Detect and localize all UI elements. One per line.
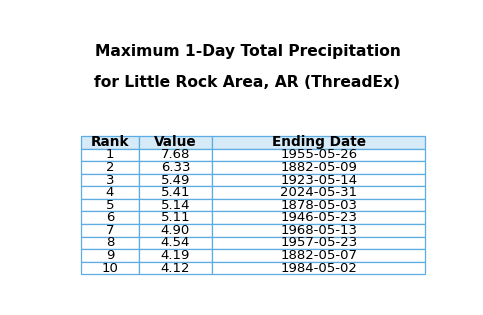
- Bar: [81, 262, 139, 274]
- Bar: [81, 224, 139, 237]
- Bar: [81, 149, 139, 161]
- Bar: [81, 249, 139, 262]
- Text: 2: 2: [106, 161, 114, 174]
- Text: 5: 5: [106, 199, 114, 212]
- Text: 2024-05-31: 2024-05-31: [280, 186, 357, 199]
- Text: 9: 9: [106, 249, 114, 262]
- Text: for Little Rock Area, AR (ThreadEx): for Little Rock Area, AR (ThreadEx): [95, 75, 400, 90]
- Text: 5.11: 5.11: [161, 211, 190, 224]
- Text: 5.14: 5.14: [161, 199, 190, 212]
- Text: 4.54: 4.54: [161, 236, 190, 249]
- Text: 10: 10: [101, 261, 118, 274]
- Text: 4.12: 4.12: [161, 261, 190, 274]
- Text: 1968-05-13: 1968-05-13: [280, 224, 357, 237]
- Bar: [139, 174, 212, 186]
- Bar: [212, 262, 426, 274]
- Bar: [139, 211, 212, 224]
- Text: 4.90: 4.90: [161, 224, 190, 237]
- Text: 4: 4: [106, 186, 114, 199]
- Bar: [139, 237, 212, 249]
- Text: 4.19: 4.19: [161, 249, 190, 262]
- Bar: [139, 262, 212, 274]
- Text: 1882-05-07: 1882-05-07: [280, 249, 357, 262]
- Text: Value: Value: [154, 135, 197, 149]
- Text: Maximum 1-Day Total Precipitation: Maximum 1-Day Total Precipitation: [95, 44, 400, 59]
- Bar: [212, 211, 426, 224]
- Bar: [139, 224, 212, 237]
- Bar: [81, 174, 139, 186]
- Bar: [139, 161, 212, 174]
- Text: Ending Date: Ending Date: [272, 135, 366, 149]
- Bar: [139, 199, 212, 211]
- Text: 1955-05-26: 1955-05-26: [280, 148, 357, 161]
- Bar: [81, 199, 139, 211]
- Text: 5.49: 5.49: [161, 174, 190, 186]
- Bar: [139, 149, 212, 161]
- Text: 6: 6: [106, 211, 114, 224]
- Text: 1984-05-02: 1984-05-02: [280, 261, 357, 274]
- Text: 5.41: 5.41: [161, 186, 190, 199]
- Text: 6.33: 6.33: [161, 161, 190, 174]
- Text: 3: 3: [106, 174, 114, 186]
- Text: 7.68: 7.68: [161, 148, 190, 161]
- Bar: [81, 136, 139, 149]
- Text: 1946-05-23: 1946-05-23: [280, 211, 357, 224]
- Bar: [212, 224, 426, 237]
- Bar: [212, 136, 426, 149]
- Bar: [212, 199, 426, 211]
- Text: 1878-05-03: 1878-05-03: [280, 199, 357, 212]
- Bar: [212, 186, 426, 199]
- Text: 1957-05-23: 1957-05-23: [280, 236, 357, 249]
- Bar: [81, 237, 139, 249]
- Text: 7: 7: [106, 224, 114, 237]
- Bar: [139, 186, 212, 199]
- Bar: [139, 249, 212, 262]
- Text: 8: 8: [106, 236, 114, 249]
- Text: Rank: Rank: [91, 135, 129, 149]
- Bar: [212, 249, 426, 262]
- Bar: [81, 161, 139, 174]
- Bar: [139, 136, 212, 149]
- Bar: [212, 174, 426, 186]
- Text: 1: 1: [106, 148, 114, 161]
- Text: 1923-05-14: 1923-05-14: [280, 174, 357, 186]
- Bar: [212, 237, 426, 249]
- Bar: [81, 211, 139, 224]
- Bar: [212, 149, 426, 161]
- Bar: [212, 161, 426, 174]
- Bar: [81, 186, 139, 199]
- Text: 1882-05-09: 1882-05-09: [280, 161, 357, 174]
